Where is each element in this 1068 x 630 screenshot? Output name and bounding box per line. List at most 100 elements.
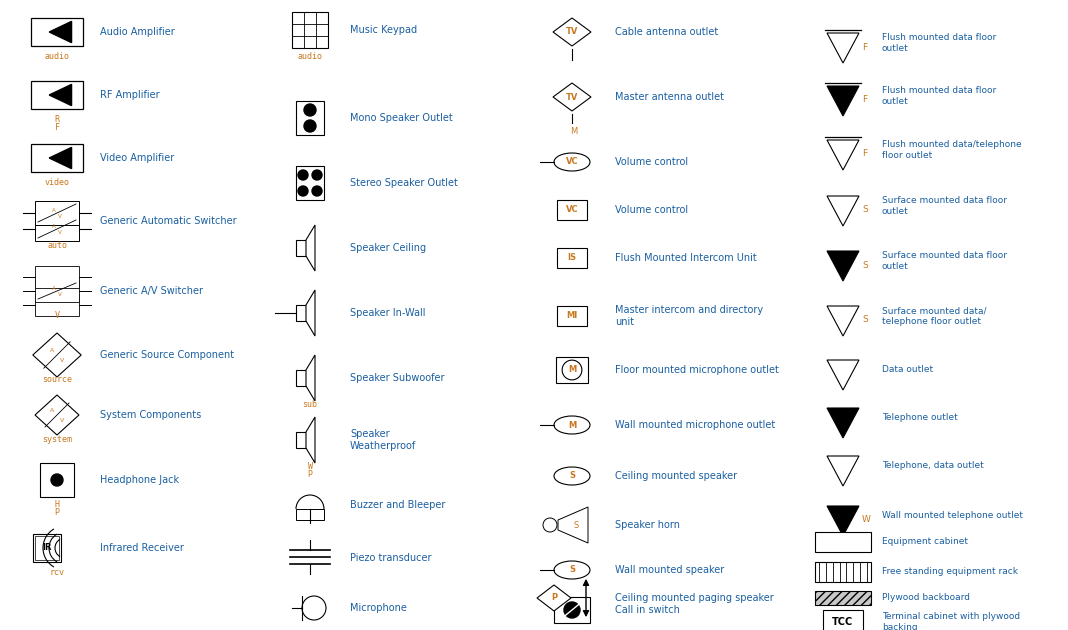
Polygon shape <box>553 83 591 111</box>
Text: System Components: System Components <box>100 410 201 420</box>
Text: W: W <box>862 515 870 525</box>
Text: Wall mounted microphone outlet: Wall mounted microphone outlet <box>615 420 775 430</box>
Text: Speaker horn: Speaker horn <box>615 520 680 530</box>
Text: Audio Amplifier: Audio Amplifier <box>100 27 175 37</box>
Polygon shape <box>35 395 79 435</box>
Text: S: S <box>574 520 579 529</box>
Text: TCC: TCC <box>832 617 853 627</box>
FancyBboxPatch shape <box>815 591 871 605</box>
Text: M: M <box>568 365 576 374</box>
Polygon shape <box>49 84 72 106</box>
Text: Generic Source Component: Generic Source Component <box>100 350 234 360</box>
FancyBboxPatch shape <box>35 280 79 302</box>
Polygon shape <box>827 251 859 281</box>
FancyBboxPatch shape <box>35 536 59 560</box>
Text: V: V <box>58 214 62 219</box>
Polygon shape <box>827 140 859 170</box>
FancyBboxPatch shape <box>815 562 871 582</box>
Text: P: P <box>308 470 313 479</box>
Text: Volume control: Volume control <box>615 205 688 215</box>
Text: sub: sub <box>302 400 317 409</box>
Text: Plywood backboard: Plywood backboard <box>882 593 970 602</box>
Polygon shape <box>827 408 859 438</box>
Text: Buzzer and Bleeper: Buzzer and Bleeper <box>350 500 445 510</box>
FancyBboxPatch shape <box>296 305 307 321</box>
FancyBboxPatch shape <box>31 144 83 172</box>
Text: TV: TV <box>566 93 578 101</box>
Text: V: V <box>60 418 64 423</box>
Text: IR: IR <box>43 544 51 553</box>
Text: V: V <box>58 292 62 297</box>
FancyBboxPatch shape <box>31 18 83 46</box>
Circle shape <box>564 602 580 618</box>
Text: TV: TV <box>566 28 578 37</box>
Polygon shape <box>827 33 859 63</box>
Text: A: A <box>50 348 54 353</box>
Text: V: V <box>60 357 64 362</box>
Polygon shape <box>827 456 859 486</box>
Text: Data outlet: Data outlet <box>882 365 933 374</box>
Text: Equipment cabinet: Equipment cabinet <box>882 537 968 546</box>
Circle shape <box>298 170 308 180</box>
Text: S: S <box>569 566 575 575</box>
Text: video: video <box>45 178 69 187</box>
Text: MI: MI <box>566 311 578 321</box>
Text: Flush mounted data floor
outlet: Flush mounted data floor outlet <box>882 86 996 106</box>
Ellipse shape <box>554 153 590 171</box>
Circle shape <box>312 186 321 196</box>
Circle shape <box>304 104 316 116</box>
Text: M: M <box>570 127 578 136</box>
FancyBboxPatch shape <box>815 532 871 552</box>
Text: S: S <box>569 471 575 481</box>
Circle shape <box>543 518 557 532</box>
Polygon shape <box>307 355 315 401</box>
Text: R: R <box>54 115 60 124</box>
Text: Speaker Subwoofer: Speaker Subwoofer <box>350 373 444 383</box>
Polygon shape <box>307 417 315 463</box>
Text: S: S <box>862 260 867 270</box>
Text: source: source <box>42 375 72 384</box>
Text: Flush Mounted Intercom Unit: Flush Mounted Intercom Unit <box>615 253 757 263</box>
Text: A: A <box>52 285 56 290</box>
Text: Floor mounted microphone outlet: Floor mounted microphone outlet <box>615 365 779 375</box>
Text: W: W <box>308 462 313 471</box>
Text: Piezo transducer: Piezo transducer <box>350 553 431 563</box>
Text: Ceiling mounted paging speaker: Ceiling mounted paging speaker <box>615 593 773 603</box>
Text: Speaker In-Wall: Speaker In-Wall <box>350 308 425 318</box>
Text: A: A <box>52 207 56 212</box>
Polygon shape <box>307 290 315 336</box>
Text: M: M <box>568 420 576 430</box>
Polygon shape <box>33 333 81 377</box>
Text: V: V <box>54 311 60 320</box>
FancyBboxPatch shape <box>296 432 307 448</box>
FancyBboxPatch shape <box>554 597 590 623</box>
Text: Generic A/V Switcher: Generic A/V Switcher <box>100 286 203 296</box>
Text: Surface mounted data floor
outlet: Surface mounted data floor outlet <box>882 251 1007 271</box>
Text: Infrared Receiver: Infrared Receiver <box>100 543 184 553</box>
Text: system: system <box>42 435 72 444</box>
Text: Surface mounted data/
telephone floor outlet: Surface mounted data/ telephone floor ou… <box>882 306 987 326</box>
Polygon shape <box>307 225 315 271</box>
Circle shape <box>312 170 321 180</box>
Text: P: P <box>54 508 60 517</box>
Text: audio: audio <box>298 52 323 61</box>
Polygon shape <box>827 86 859 116</box>
Text: Terminal cabinet with plywood
backing: Terminal cabinet with plywood backing <box>882 612 1020 630</box>
Text: Flush mounted data/telephone
floor outlet: Flush mounted data/telephone floor outle… <box>882 140 1022 159</box>
Text: audio: audio <box>45 52 69 61</box>
Circle shape <box>298 186 308 196</box>
FancyBboxPatch shape <box>296 240 307 256</box>
FancyBboxPatch shape <box>35 266 79 288</box>
Text: H: H <box>54 500 60 509</box>
Polygon shape <box>49 147 72 169</box>
Text: Surface mounted data floor
outlet: Surface mounted data floor outlet <box>882 197 1007 215</box>
FancyBboxPatch shape <box>33 534 61 562</box>
Text: Microphone: Microphone <box>350 603 407 613</box>
Text: Stereo Speaker Outlet: Stereo Speaker Outlet <box>350 178 458 188</box>
Text: F: F <box>862 96 867 105</box>
FancyBboxPatch shape <box>35 201 79 225</box>
FancyBboxPatch shape <box>40 463 74 497</box>
Text: IS: IS <box>567 253 577 263</box>
Text: Speaker Ceiling: Speaker Ceiling <box>350 243 426 253</box>
Text: Music Keypad: Music Keypad <box>350 25 418 35</box>
